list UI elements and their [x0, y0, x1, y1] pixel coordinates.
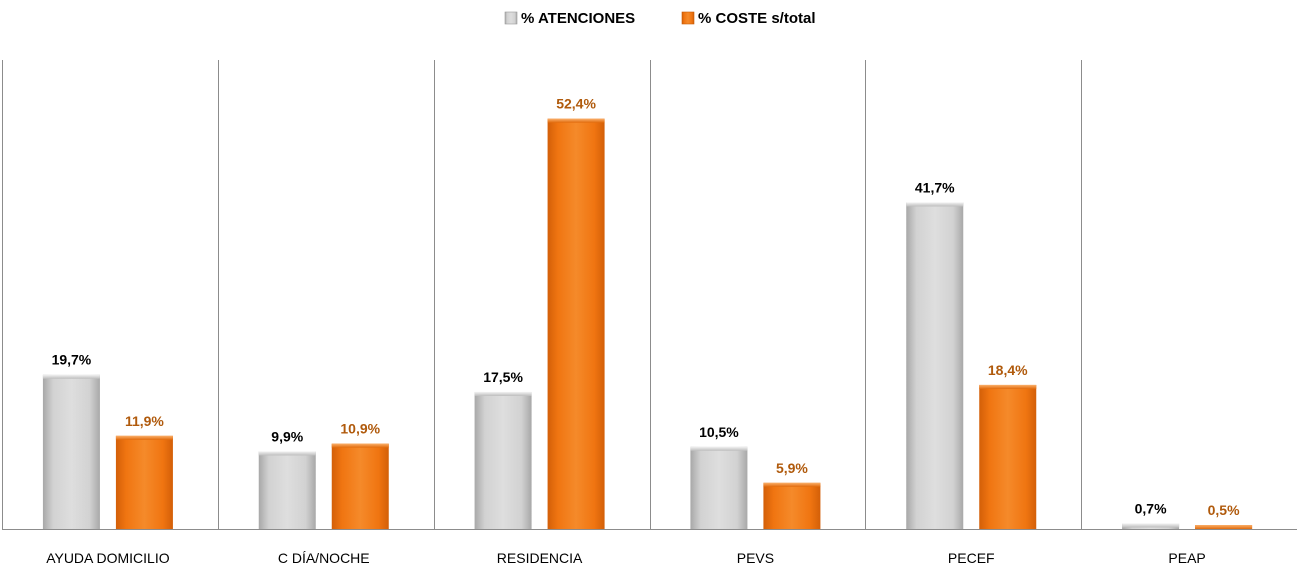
- bar-atenciones: [690, 446, 748, 529]
- bar-bevel-coste: [763, 482, 821, 487]
- data-label-coste: 52,4%: [556, 96, 596, 112]
- bars: [42, 118, 1253, 529]
- bar-atenciones: [258, 451, 316, 529]
- data-label-coste: 10,9%: [340, 421, 380, 437]
- data-label-coste: 5,9%: [776, 460, 808, 476]
- bar-coste: [763, 482, 821, 529]
- legend-label-coste: % COSTE s/total: [698, 10, 816, 27]
- legend-swatch-coste: [681, 11, 695, 25]
- data-label-atenciones: 9,9%: [271, 428, 303, 444]
- legend-label-atenciones: % ATENCIONES: [521, 10, 635, 27]
- data-label-atenciones: 10,5%: [699, 424, 739, 440]
- bar-atenciones: [906, 202, 964, 529]
- data-label-atenciones: 41,7%: [915, 179, 955, 195]
- bar-bevel-atenciones: [906, 202, 964, 207]
- category-separators: [2, 60, 1082, 529]
- bar-bevel-atenciones: [258, 451, 316, 456]
- bar-coste: [979, 384, 1037, 529]
- data-label-coste: 11,9%: [125, 413, 164, 429]
- category-labels: AYUDA DOMICILIO C DÍA/NOCHE RESIDENCIA PEVS…: [46, 550, 1206, 566]
- bar-atenciones: [474, 391, 532, 529]
- category-label: C DÍA/NOCHE: [278, 550, 370, 566]
- category-label: PECEF: [948, 550, 995, 566]
- bar-bevel-atenciones: [1122, 523, 1180, 528]
- bar-bevel-atenciones: [690, 446, 748, 451]
- category-label: RESIDENCIA: [497, 550, 583, 566]
- category-label: AYUDA DOMICILIO: [46, 550, 170, 566]
- bar-coste: [331, 443, 389, 529]
- category-label: PEAP: [1168, 550, 1205, 566]
- bar-bevel-coste: [115, 435, 173, 440]
- bar-bevel-coste: [979, 384, 1037, 389]
- legend: % ATENCIONES % COSTE s/total: [504, 10, 816, 27]
- bar-bevel-coste: [1195, 525, 1253, 529]
- category-label: PEVS: [737, 550, 774, 566]
- bar-coste: [115, 435, 173, 529]
- data-label-coste: 0,5%: [1208, 502, 1240, 518]
- bar-bevel-atenciones: [474, 391, 532, 396]
- data-labels: 19,7% 11,9% 9,9% 10,9% 17,5% 52,4% 10,5% 5,9% 41…: [52, 96, 1241, 518]
- data-label-atenciones: 19,7%: [52, 352, 92, 368]
- bar-atenciones: [42, 374, 100, 529]
- data-label-atenciones: 0,7%: [1135, 501, 1167, 517]
- bar-bevel-atenciones: [42, 374, 100, 379]
- bar-bevel-coste: [331, 443, 389, 448]
- bar-coste: [547, 118, 605, 529]
- legend-swatch-atenciones: [504, 11, 518, 25]
- data-label-coste: 18,4%: [988, 362, 1028, 378]
- data-label-atenciones: 17,5%: [483, 369, 523, 385]
- bar-bevel-coste: [547, 118, 605, 123]
